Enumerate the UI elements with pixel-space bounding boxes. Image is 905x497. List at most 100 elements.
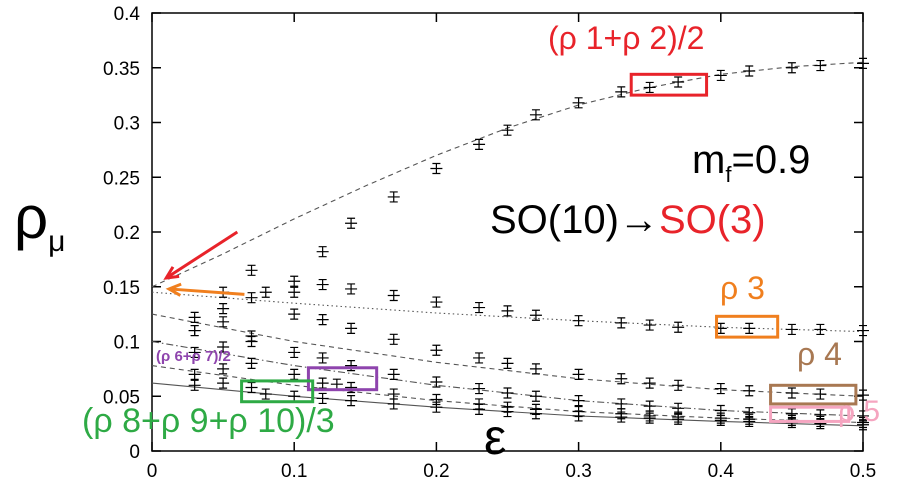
data-point [501,405,514,418]
mass-value: =0.9 [731,138,811,182]
data-point [387,368,400,380]
data-point [430,376,443,388]
data-point [572,315,585,327]
data-point [714,382,727,395]
annotation-rho8910: (ρ 8+ρ 9+ρ 10)/3 [82,402,335,440]
data-point [288,346,301,359]
data-point [714,414,727,426]
mass-prefix: m [692,138,726,182]
data-point [529,109,542,121]
data-point [345,395,358,407]
data-point [245,264,258,276]
data-point [430,296,443,308]
y-tick-label: 0.3 [114,114,140,135]
data-point [188,346,201,359]
x-tick-label: 0.3 [565,461,591,482]
symmetry-label: SO(10)→SO(3) [490,198,766,242]
data-point [245,381,258,394]
data-point [672,379,685,391]
y-tick-label: 0.35 [103,59,140,80]
data-point [615,86,628,98]
data-point [288,275,301,287]
data-point [387,289,400,302]
data-point [572,368,585,380]
data-point [857,389,869,401]
data-point [288,390,301,402]
data-point [572,97,585,109]
symmetry-from: SO(10)→ [490,198,659,242]
data-point [288,368,301,380]
data-point [345,283,358,295]
data-point [643,412,656,424]
data-point [529,309,542,321]
data-point [785,408,798,420]
highlight-box-3 [769,383,858,406]
y-tick-label: 0.25 [103,168,140,189]
data-point [345,217,358,229]
y-axis-symbol: ρ [14,184,49,251]
fit-curve-3 [151,313,864,397]
arrow-1-shaft [165,230,239,280]
data-point [714,404,727,417]
symmetry-to: SO(3) [658,198,766,242]
data-point [743,415,756,428]
data-point [643,400,656,412]
data-point [857,419,869,431]
data-point [316,278,329,291]
data-point [473,403,486,415]
data-point [785,387,798,399]
data-point [572,410,585,422]
data-point [785,62,798,74]
data-point [743,407,756,419]
data-point [714,69,727,82]
data-point [743,385,756,397]
data-point [345,381,358,394]
data-point [743,65,756,77]
data-point [430,344,443,356]
arrow-2-shaft [168,287,245,296]
x-tick-label: 0.2 [423,461,449,482]
data-point [814,409,827,421]
data-point [743,322,756,334]
mass-label: mf=0.9 [692,138,810,197]
y-tick-label: 0.15 [103,278,140,299]
data-point [473,352,486,364]
data-point [387,333,400,345]
data-point [814,388,827,400]
data-point [245,357,258,369]
y-tick-label: 0.2 [114,223,140,244]
data-point [316,377,329,389]
x-tick-label: 0 [147,461,158,482]
data-point [217,341,230,353]
y-tick-label: 0.1 [114,333,140,354]
fit-curve-2 [151,291,864,333]
data-point [430,162,443,175]
mass-subscript: f [725,162,732,187]
data-point [188,368,201,380]
data-point [217,316,230,328]
highlight-box-6 [240,379,315,404]
data-point [672,321,685,333]
data-point [316,392,329,405]
data-point [188,379,201,391]
data-point [430,393,443,406]
arrow-1-head [163,266,180,280]
data-point [529,390,542,402]
data-point [672,413,685,425]
data-point [188,311,201,324]
data-point [672,402,685,414]
data-point [643,319,656,331]
data-point [672,76,685,88]
data-point [345,359,358,372]
data-point [501,305,514,317]
data-point [245,335,258,348]
data-point [473,382,486,395]
data-point [288,286,301,298]
data-point [316,314,329,326]
y-tick-label: 0 [129,442,140,463]
data-point [572,395,585,407]
highlight-box-1 [629,72,709,97]
arrow-2-head [165,282,182,297]
data-point [316,352,329,364]
data-point [501,124,514,136]
